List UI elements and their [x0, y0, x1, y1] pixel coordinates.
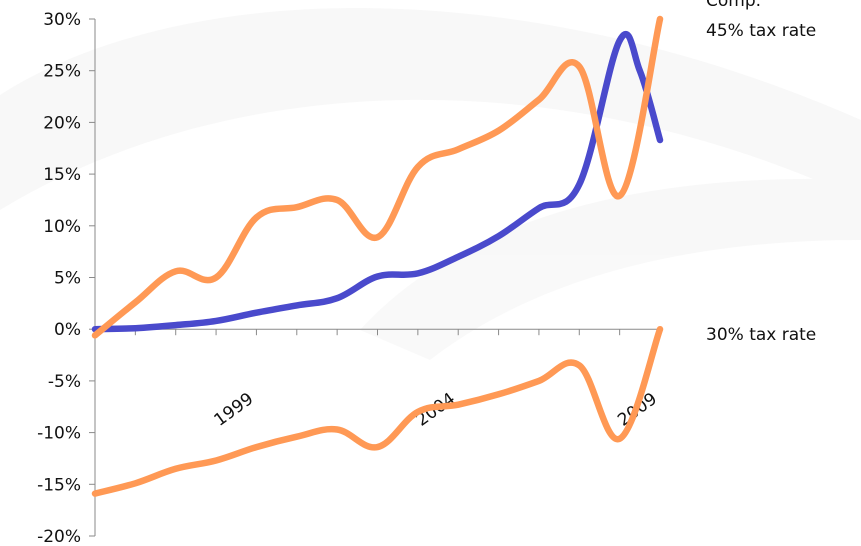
y-tick-label: 30%: [43, 10, 81, 30]
y-tick-label: 5%: [54, 269, 81, 289]
y-tick-label: -20%: [37, 527, 81, 546]
legend-label: 45% tax rate: [706, 21, 816, 41]
legend-label: 30% tax rate: [706, 325, 816, 345]
axes: -20%-15%-10%-5%0%5%10%15%20%25%30%1999 20…: [37, 10, 661, 546]
x-tick-label: 1999: [211, 389, 258, 431]
series-line-comp: [91, 30, 664, 333]
series-line-45-tax-rate: [91, 15, 664, 339]
y-tick-label: 0%: [54, 320, 81, 340]
y-tick-label: -10%: [37, 424, 81, 444]
y-tick-label: 10%: [43, 217, 81, 237]
y-tick-label: -5%: [48, 372, 81, 392]
series-layer: [91, 15, 664, 497]
y-tick-label: 20%: [43, 113, 81, 133]
legend-label: Comp.: [706, 0, 761, 11]
y-tick-label: -15%: [37, 475, 81, 495]
legend: Comp. 45% tax rate 30% tax rate: [706, 0, 816, 345]
series-line-30-tax-rate: [91, 325, 664, 497]
background-watermark: [0, 8, 861, 360]
y-tick-label: 15%: [43, 165, 81, 185]
y-tick-label: 25%: [43, 62, 81, 82]
